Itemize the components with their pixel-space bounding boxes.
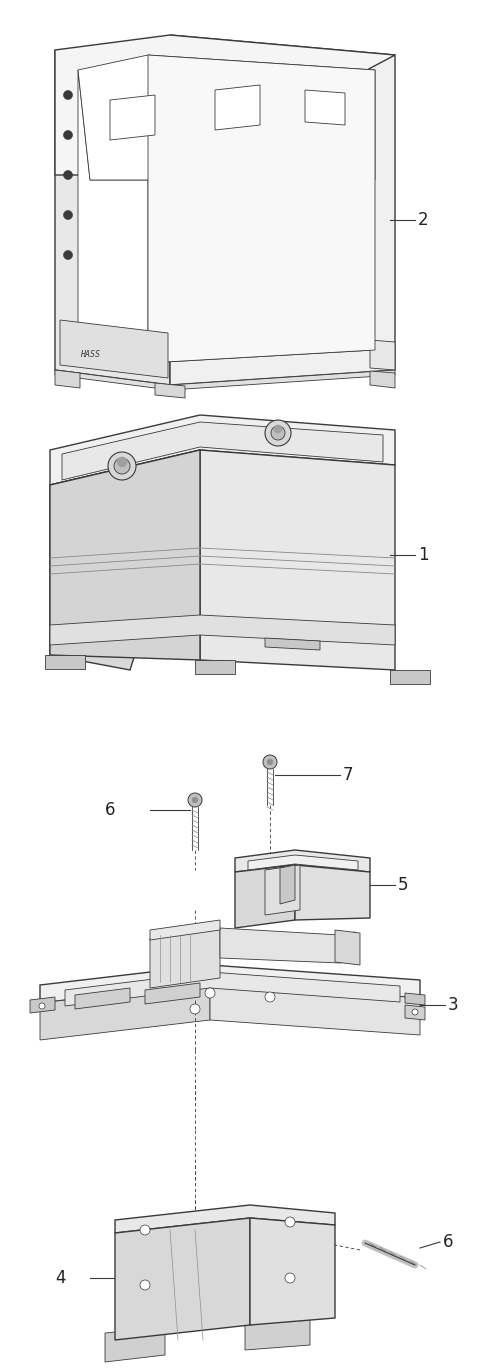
Polygon shape (195, 660, 235, 674)
Polygon shape (250, 1218, 335, 1325)
Circle shape (192, 797, 198, 804)
Polygon shape (60, 320, 168, 378)
Circle shape (274, 424, 282, 433)
Polygon shape (40, 965, 420, 1003)
Circle shape (39, 1003, 45, 1009)
Circle shape (265, 420, 291, 446)
Circle shape (271, 426, 285, 439)
Text: 6: 6 (105, 801, 116, 819)
Polygon shape (75, 988, 130, 1009)
Polygon shape (295, 865, 370, 920)
Circle shape (117, 457, 127, 467)
Polygon shape (55, 370, 80, 387)
Text: 1: 1 (418, 546, 429, 564)
Circle shape (63, 211, 72, 219)
Polygon shape (155, 383, 185, 398)
Polygon shape (115, 1205, 335, 1233)
Text: 3: 3 (448, 997, 458, 1014)
Polygon shape (150, 920, 220, 941)
Circle shape (63, 90, 72, 100)
Text: 2: 2 (418, 211, 429, 229)
Polygon shape (105, 1327, 165, 1362)
Circle shape (140, 1280, 150, 1290)
Polygon shape (405, 993, 425, 1005)
Polygon shape (235, 850, 370, 872)
Polygon shape (145, 983, 200, 1003)
Circle shape (205, 988, 215, 998)
Polygon shape (30, 997, 55, 1013)
Polygon shape (335, 930, 360, 965)
Polygon shape (148, 55, 375, 363)
Circle shape (412, 1009, 418, 1014)
Polygon shape (50, 450, 200, 669)
Circle shape (188, 793, 202, 806)
Polygon shape (305, 90, 345, 125)
Polygon shape (220, 928, 355, 962)
Circle shape (63, 130, 72, 140)
Polygon shape (45, 654, 85, 669)
Polygon shape (110, 94, 155, 140)
Polygon shape (370, 340, 395, 370)
Circle shape (140, 1225, 150, 1235)
Circle shape (265, 993, 275, 1002)
Polygon shape (55, 36, 395, 175)
Circle shape (285, 1217, 295, 1227)
Polygon shape (370, 371, 395, 387)
Polygon shape (405, 1005, 425, 1020)
Polygon shape (248, 856, 358, 871)
Circle shape (63, 171, 72, 179)
Text: 4: 4 (55, 1269, 65, 1287)
Polygon shape (55, 370, 395, 390)
Text: 7: 7 (343, 767, 353, 784)
Polygon shape (215, 85, 260, 130)
Polygon shape (115, 1218, 250, 1340)
Circle shape (285, 1273, 295, 1283)
Polygon shape (265, 638, 320, 650)
Polygon shape (65, 972, 400, 1006)
Circle shape (63, 251, 72, 260)
Polygon shape (150, 928, 220, 988)
Polygon shape (210, 983, 420, 1035)
Polygon shape (78, 55, 375, 179)
Text: HASS: HASS (80, 350, 100, 359)
Text: 5: 5 (398, 876, 408, 894)
Polygon shape (50, 450, 200, 660)
Circle shape (190, 1003, 200, 1014)
Text: 6: 6 (443, 1233, 454, 1251)
Polygon shape (265, 865, 300, 914)
Polygon shape (50, 415, 395, 485)
Circle shape (267, 758, 273, 765)
Polygon shape (62, 422, 383, 481)
Polygon shape (40, 983, 210, 1040)
Polygon shape (170, 36, 395, 385)
Polygon shape (235, 865, 295, 928)
Polygon shape (280, 865, 295, 904)
Circle shape (108, 452, 136, 481)
Polygon shape (50, 615, 395, 645)
Polygon shape (78, 70, 148, 363)
Circle shape (263, 754, 277, 769)
Polygon shape (200, 450, 395, 669)
Circle shape (114, 459, 130, 474)
Polygon shape (245, 1316, 310, 1350)
Polygon shape (55, 51, 170, 385)
Polygon shape (390, 669, 430, 684)
